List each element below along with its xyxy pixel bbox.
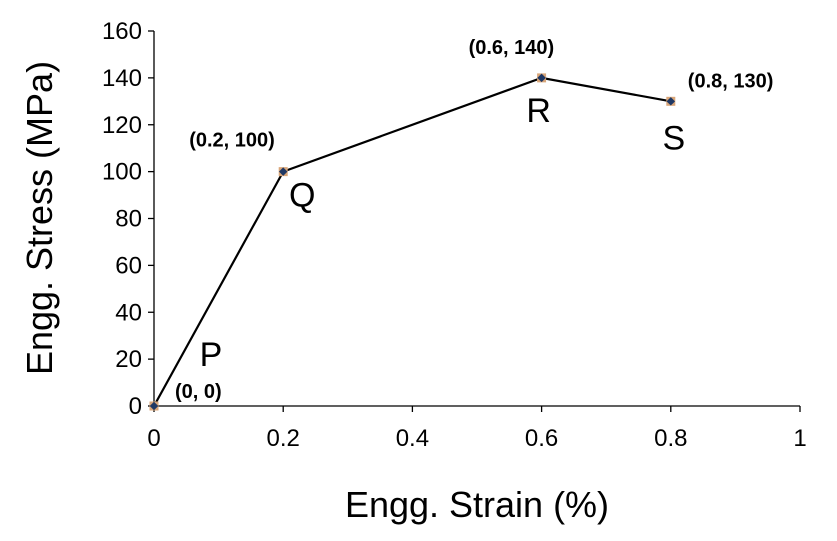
point-name-s: S — [662, 119, 685, 157]
y-tick-label: 80 — [115, 206, 142, 233]
y-tick-label: 40 — [115, 299, 142, 326]
x-axis-title: Engg. Strain (%) — [345, 484, 609, 525]
x-tick-label: 0.6 — [525, 425, 558, 452]
y-tick-label: 60 — [115, 252, 142, 279]
y-tick-label: 0 — [129, 393, 142, 420]
data-label: (0.8, 130) — [688, 70, 774, 92]
point-labels: P Q R S (0, 0) (0.2, 100) (0.6, 140) (0.8, 130) — [175, 37, 773, 403]
x-tick-label: 0.4 — [396, 425, 429, 452]
data-label: (0.2, 100) — [189, 130, 275, 152]
y-tick-label: 160 — [102, 18, 142, 45]
x-tick-label: 0.2 — [267, 425, 300, 452]
y-axis-title: Engg. Stress (MPa) — [19, 61, 60, 375]
y-tick-label: 140 — [102, 65, 142, 92]
data-point-marker-inner — [278, 167, 288, 176]
point-name-q: Q — [289, 177, 315, 215]
y-tick-label: 20 — [115, 346, 142, 373]
data-label: (0.6, 140) — [469, 37, 555, 59]
x-tick-label: 0 — [147, 425, 160, 452]
series-line — [153, 76, 671, 407]
x-tick-label: 0.8 — [654, 425, 687, 452]
data-series — [149, 73, 676, 411]
point-name-r: R — [526, 92, 551, 130]
data-point-marker-inner — [149, 401, 159, 411]
point-name-p: P — [200, 336, 223, 374]
data-label: (0, 0) — [175, 381, 222, 403]
y-tick-label: 120 — [102, 112, 142, 139]
tick-labels: 0 20 40 60 80 100 120 140 160 0 0.2 0.4 0.6 0.8 1 — [102, 18, 807, 452]
x-tick-label: 1 — [793, 425, 806, 452]
y-tick-label: 100 — [102, 159, 142, 186]
